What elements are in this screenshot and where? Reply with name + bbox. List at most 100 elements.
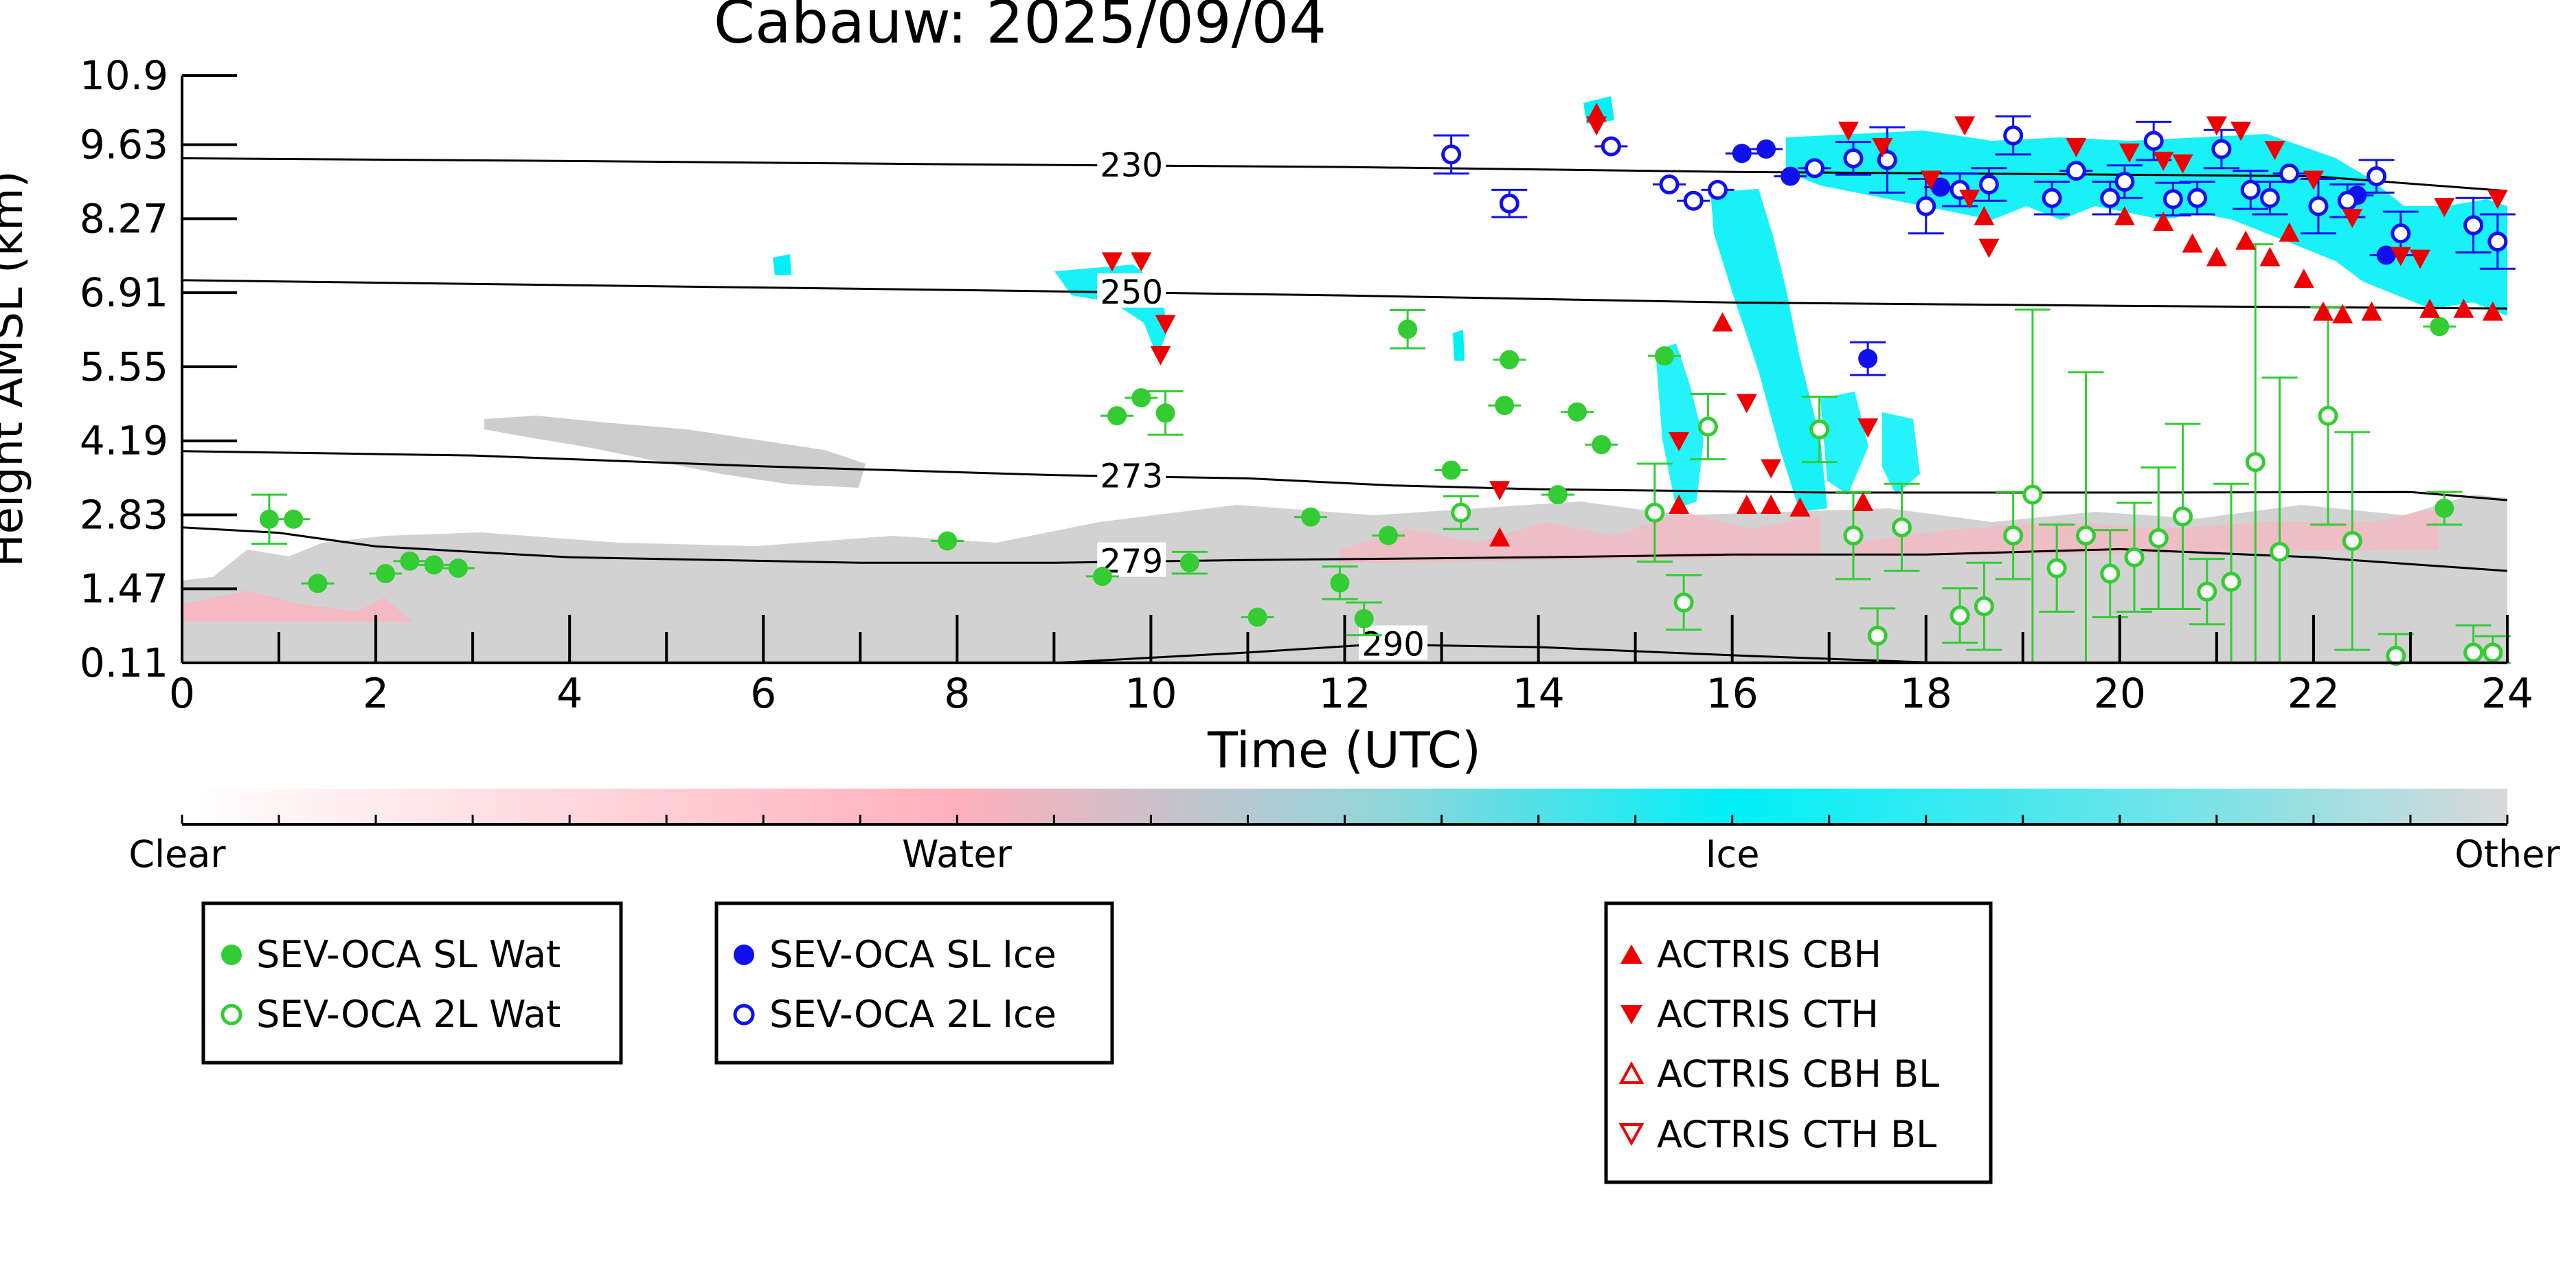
marker-sev-oca-2l-ice [1805,158,1825,179]
x-axis-label: Time (UTC) [1207,721,1481,779]
marker-sev-oca-sl-wat [448,558,468,578]
marker-sev-oca-sl-wat [1179,553,1199,573]
marker-sev-oca-2l-wat [1867,625,1888,646]
grey-aerosol-layer [484,416,866,488]
legend-label-2l-ice: SEV-OCA 2L Ice [769,993,1057,1036]
marker-actris-cth [2410,249,2431,269]
contour-label-bg [1097,457,1166,492]
colorbar-label-other: Other [2454,833,2560,876]
marker-sev-oca-sl-wat [1378,526,1398,545]
marker-actris-cbh [2361,301,2382,321]
contour-label-bg [1359,625,1428,660]
legend-frame [1604,901,1993,1184]
legend-label-cbh: ACTRIS CBH [1657,933,1882,976]
marker-sev-oca-2l-wat [2221,572,2241,592]
marker-actris-cbh [2453,298,2474,318]
marker-sev-oca-2l-ice [1683,190,1704,211]
legend-frame [714,901,1114,1065]
marker-actris-cbh [2114,206,2135,226]
marker-sev-oca-2l-ice [2042,188,2062,208]
contour-label-bg [1097,146,1166,181]
marker-actris-cbh [2419,298,2441,318]
marker-actris-cth [1150,346,1171,365]
pink-water-region [182,591,412,622]
marker-sev-oca-sl-wat [1131,388,1151,408]
marker-sev-oca-2l-wat [2173,506,2193,527]
marker-actris-cth [2172,154,2193,174]
marker-sev-oca-2l-ice [2143,131,2164,151]
marker-sev-oca-2l-wat [2342,531,2362,552]
legend-label-sl-wat: SEV-OCA SL Wat [256,933,561,976]
marker-sev-oca-2l-ice [2279,163,2300,184]
marker-actris-cth [1489,481,1511,501]
chart-title: Cabauw: 2025/09/04 [714,0,1326,57]
marker-sev-oca-sl-wat [2430,317,2450,337]
marker-sev-oca-2l-wat [2124,547,2145,567]
marker-sev-oca-sl-wat [376,564,396,584]
legend-marker-cth-bl [1618,1123,1645,1146]
legend-label-cth-bl: ACTRIS CTH BL [1657,1113,1936,1156]
marker-actris-cbh [2313,301,2334,321]
legend-marker-cbh-bl [1618,1061,1645,1084]
marker-sev-oca-2l-wat [2148,528,2169,549]
marker-actris-cth [2434,198,2455,218]
contour-label: 230 [1100,146,1163,185]
marker-actris-cth [1954,116,1976,136]
marker-actris-cth [1131,252,1152,272]
legend-marker-cbh [1620,945,1642,964]
cyan-ice-column-2 [1710,189,1827,512]
marker-actris-cth [2153,151,2174,171]
marker-actris-cbh [2293,269,2314,289]
x-tick-label: 14 [1512,670,1564,718]
contour-label-bg [1097,273,1166,308]
marker-sev-oca-2l-wat [2483,642,2503,663]
marker-sev-oca-sl-wat [1592,435,1612,455]
marker-sev-oca-2l-wat [1673,592,1694,613]
colorbar-label-clear: Clear [128,833,226,876]
marker-actris-cth [2342,209,2363,229]
x-tick-label: 0 [169,670,195,718]
marker-sev-oca-2l-ice [1441,144,1462,165]
x-tick-label: 16 [1706,670,1758,718]
marker-sev-oca-2l-ice [2162,189,2183,210]
marker-actris-cbh [2482,301,2503,321]
marker-sev-oca-2l-ice [2100,188,2121,208]
marker-sev-oca-2l-wat [2075,526,2096,546]
x-tick-label: 24 [2481,670,2533,718]
pink-water-mid [1340,512,1820,563]
marker-sev-oca-2l-ice [2337,190,2358,211]
marker-actris-cbh [1853,492,1874,512]
marker-sev-oca-2l-ice [2366,166,2387,187]
y-tick-label: 8.27 [80,195,168,242]
marker-sev-oca-2l-ice [1843,148,1864,168]
marker-sev-oca-sl-ice [1781,166,1800,186]
marker-sev-oca-2l-wat [2463,642,2484,663]
marker-sev-oca-2l-wat [1645,502,1665,523]
marker-actris-cbh [2259,247,2281,267]
marker-actris-cth [1761,459,1782,479]
marker-sev-oca-2l-wat [2100,563,2121,584]
y-tick-label: 9.63 [80,122,168,168]
marker-sev-oca-sl-wat [1301,507,1321,527]
marker-sev-oca-sl-ice [1930,177,1950,197]
marker-sev-oca-2l-ice [2187,188,2208,208]
marker-actris-cth [1920,170,1941,190]
pink-water-late [1855,508,2439,556]
marker-actris-cbh [1489,527,1511,547]
legend-box-water: SEV-OCA SL Wat SEV-OCA 2L Wat [201,901,623,1065]
legend-marker-sl-ice [734,945,754,965]
marker-sev-oca-2l-wat [2022,484,2043,505]
colorbar-ticks [181,815,2509,824]
legend-marker-sl-wat [221,945,242,965]
classification-colorbar: Clear Water Ice Other [128,789,2560,876]
x-tick-label: 22 [2287,670,2340,718]
marker-sev-oca-2l-wat [1950,605,1970,626]
marker-actris-cth [1838,122,1859,142]
legend-label-2l-wat: SEV-OCA 2L Wat [256,993,561,1036]
y-axis-label: Height AMSL (km) [0,171,33,567]
marker-sev-oca-2l-ice [1659,174,1680,194]
marker-actris-cth [2390,247,2411,267]
marker-sev-oca-2l-ice [2308,196,2329,216]
marker-sev-oca-sl-wat [1495,396,1515,416]
